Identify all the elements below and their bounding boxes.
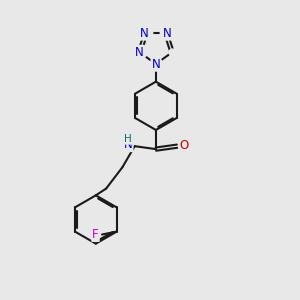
Text: F: F	[92, 228, 99, 241]
Text: N: N	[140, 27, 149, 40]
Text: N: N	[135, 46, 144, 59]
Text: H: H	[124, 134, 132, 144]
Text: N: N	[124, 138, 133, 151]
Text: N: N	[152, 58, 160, 70]
Text: O: O	[179, 139, 188, 152]
Text: N: N	[163, 27, 172, 40]
